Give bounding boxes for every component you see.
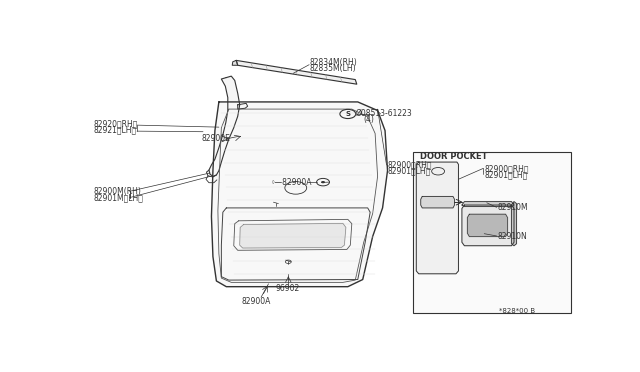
Polygon shape xyxy=(240,223,346,248)
Polygon shape xyxy=(236,60,356,84)
Text: 82900E: 82900E xyxy=(202,134,230,143)
Polygon shape xyxy=(511,202,516,246)
Polygon shape xyxy=(209,76,240,176)
Polygon shape xyxy=(420,196,454,208)
Polygon shape xyxy=(462,202,514,206)
Text: 96902: 96902 xyxy=(276,284,300,293)
Text: (4): (4) xyxy=(364,115,374,124)
Text: 82900A: 82900A xyxy=(241,296,271,305)
Polygon shape xyxy=(211,102,388,287)
Circle shape xyxy=(321,181,325,183)
Text: 82920〈RH〉: 82920〈RH〉 xyxy=(94,119,138,128)
Text: *828*00 B: *828*00 B xyxy=(499,308,535,314)
Polygon shape xyxy=(467,214,508,237)
Bar xyxy=(413,152,571,313)
Text: DOOR POCKET: DOOR POCKET xyxy=(420,152,487,161)
Text: 82910N: 82910N xyxy=(498,232,527,241)
Polygon shape xyxy=(462,205,514,246)
Text: Ø08513-61223: Ø08513-61223 xyxy=(356,108,413,117)
Text: S: S xyxy=(346,111,350,117)
Polygon shape xyxy=(416,162,458,274)
Text: 82901〈LH〉: 82901〈LH〉 xyxy=(484,170,527,179)
Text: 82835M(LH): 82835M(LH) xyxy=(309,64,356,73)
Polygon shape xyxy=(232,60,237,65)
Polygon shape xyxy=(237,103,248,109)
Text: ◦—82900A: ◦—82900A xyxy=(271,178,312,187)
Text: 82901〈LH〉: 82901〈LH〉 xyxy=(388,167,431,176)
Text: 82834M(RH): 82834M(RH) xyxy=(309,58,357,67)
Text: 82910M: 82910M xyxy=(498,203,528,212)
Text: 82921〈LH〉: 82921〈LH〉 xyxy=(94,125,137,135)
Text: 82900〈RH〉: 82900〈RH〉 xyxy=(484,164,529,173)
Text: 82901M〈LH〉: 82901M〈LH〉 xyxy=(94,193,144,202)
Text: 82900M(RH): 82900M(RH) xyxy=(94,187,142,196)
Text: 82900〈RH〉: 82900〈RH〉 xyxy=(388,160,432,169)
